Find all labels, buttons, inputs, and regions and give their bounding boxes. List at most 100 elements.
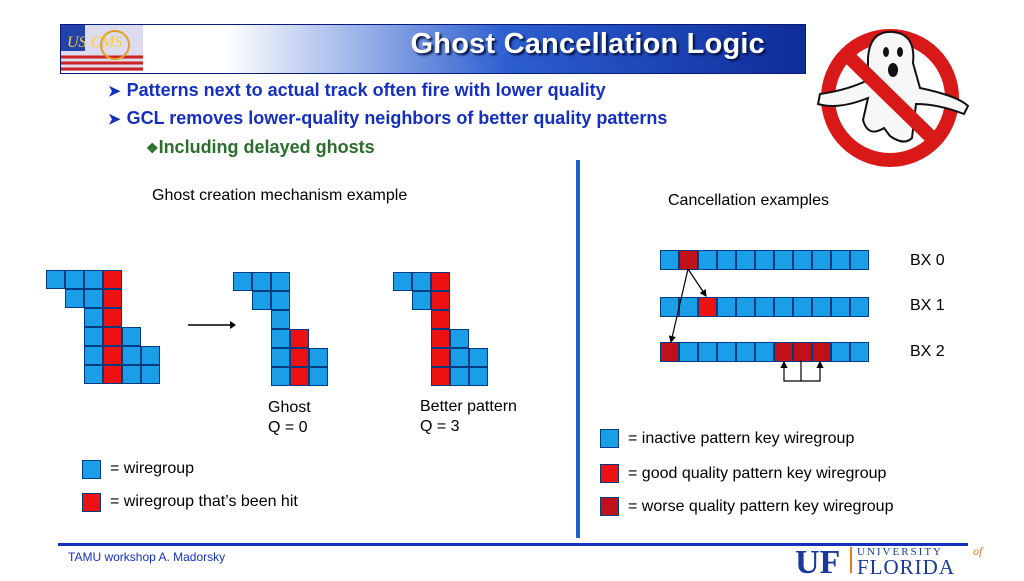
legend-wiregroup-text: = wiregroup	[110, 460, 195, 477]
wiregroup-cell	[309, 348, 328, 367]
bx0-wiregroup-cell	[755, 250, 774, 270]
right-panel-heading: Cancellation examples	[668, 192, 829, 209]
wiregroup-cell	[469, 367, 488, 386]
bx2-wiregroup-cell	[736, 342, 755, 362]
bx0-wiregroup-cell	[660, 250, 679, 270]
legend-inactive-swatch	[600, 429, 619, 448]
wiregroup-cell	[469, 348, 488, 367]
hit-wiregroup-cell	[431, 348, 450, 367]
logo-text: US CMS	[67, 34, 123, 51]
ghost-label: Ghost Q = 0	[268, 399, 311, 436]
left-panel-heading: Ghost creation mechanism example	[152, 187, 408, 204]
hit-wiregroup-cell	[103, 327, 122, 346]
wiregroup-cell	[271, 329, 290, 348]
hit-wiregroup-cell	[103, 365, 122, 384]
bx0-wiregroup-cell	[698, 250, 717, 270]
wiregroup-cell	[141, 365, 160, 384]
wiregroup-cell	[271, 291, 290, 310]
wiregroup-cell	[84, 365, 103, 384]
hit-wiregroup-cell	[290, 348, 309, 367]
bullet-2: ➤ GCL removes lower-quality neighbors of …	[108, 108, 668, 128]
bx1-wiregroup-cell	[736, 297, 755, 317]
hit-wiregroup-cell	[431, 329, 450, 348]
wiregroup-cell	[122, 365, 141, 384]
bx2-wiregroup-cell	[850, 342, 869, 362]
bx0-wiregroup-cell	[812, 250, 831, 270]
wiregroup-cell	[450, 367, 469, 386]
wiregroup-cell	[122, 346, 141, 365]
bullet-1: ➤ Patterns next to actual track often fir…	[108, 80, 606, 100]
hit-wiregroup-cell	[103, 289, 122, 308]
hit-wiregroup-cell	[431, 272, 450, 291]
uscms-logo: US CMS	[61, 25, 143, 71]
svg-text:of: of	[973, 544, 984, 558]
wiregroup-cell	[84, 270, 103, 289]
bx1-wiregroup-cell	[774, 297, 793, 317]
bx0-wiregroup-cell	[717, 250, 736, 270]
hit-wiregroup-cell	[431, 367, 450, 386]
hit-wiregroup-cell	[431, 291, 450, 310]
hit-wiregroup-cell	[103, 308, 122, 327]
wiregroup-cell	[309, 367, 328, 386]
bx1-wiregroup-cell	[812, 297, 831, 317]
sub-bullet: ❖Including delayed ghosts	[146, 137, 375, 157]
wiregroup-cell	[271, 272, 290, 291]
row-label-bx1: BX 1	[910, 297, 945, 314]
better-pattern-label: Better pattern Q = 3	[420, 398, 517, 435]
bx2-wiregroup-cell	[717, 342, 736, 362]
hit-wiregroup-cell	[103, 270, 122, 289]
wiregroup-cell	[450, 348, 469, 367]
bx1-wiregroup-cell	[717, 297, 736, 317]
bx0-wiregroup-cell	[774, 250, 793, 270]
wiregroup-cell	[84, 346, 103, 365]
panel-divider	[576, 160, 580, 538]
row-label-bx0: BX 0	[910, 252, 945, 269]
bx2-wiregroup-cell	[679, 342, 698, 362]
hit-wiregroup-cell	[290, 367, 309, 386]
bx0-wiregroup-cell	[850, 250, 869, 270]
bx1-wiregroup-cell	[755, 297, 774, 317]
legend-good-text: = good quality pattern key wiregroup	[628, 465, 887, 482]
svg-text:FLORIDA: FLORIDA	[857, 555, 955, 576]
legend-hit-text: = wiregroup that’s been hit	[110, 493, 298, 510]
footer-rule	[58, 543, 968, 546]
legend-worse-swatch	[600, 497, 619, 516]
title-bar: Ghost Cancellation Logic	[60, 24, 806, 74]
wiregroup-cell	[450, 329, 469, 348]
bx1-wiregroup-cell	[831, 297, 850, 317]
wiregroup-cell	[271, 310, 290, 329]
arrow-bullet-icon: ➤	[108, 83, 121, 100]
wiregroup-cell	[122, 327, 141, 346]
wiregroup-cell	[84, 327, 103, 346]
bx1-wiregroup-cell	[698, 297, 717, 317]
uf-logo: UF UNIVERSITY of FLORIDA	[795, 543, 1010, 581]
arrow-bullet-icon: ➤	[108, 111, 121, 128]
legend-good-swatch	[600, 464, 619, 483]
wiregroup-cell	[271, 367, 290, 386]
row-label-bx2: BX 2	[910, 343, 945, 360]
hit-wiregroup-cell	[103, 346, 122, 365]
svg-text:UNIVERSITY: UNIVERSITY	[857, 546, 943, 558]
wiregroup-cell	[84, 308, 103, 327]
legend-wiregroup-swatch	[82, 460, 101, 479]
wiregroup-cell	[252, 272, 271, 291]
footer-text: TAMU workshop A. Madorsky	[68, 550, 226, 564]
bx0-wiregroup-cell	[736, 250, 755, 270]
legend-hit-swatch	[82, 493, 101, 512]
bx2-wiregroup-cell	[755, 342, 774, 362]
no-ghost-icon	[808, 18, 978, 173]
bx2-wiregroup-cell	[831, 342, 850, 362]
bx2-wiregroup-cell	[793, 342, 812, 362]
wiregroup-cell	[65, 270, 84, 289]
wiregroup-cell	[252, 291, 271, 310]
wiregroup-cell	[233, 272, 252, 291]
uscms-logo-graphic: US CMS	[61, 25, 143, 71]
bx0-wiregroup-cell	[831, 250, 850, 270]
bx1-wiregroup-cell	[660, 297, 679, 317]
wiregroup-cell	[412, 272, 431, 291]
legend-inactive-text: = inactive pattern key wiregroup	[628, 430, 855, 447]
wiregroup-cell	[141, 346, 160, 365]
